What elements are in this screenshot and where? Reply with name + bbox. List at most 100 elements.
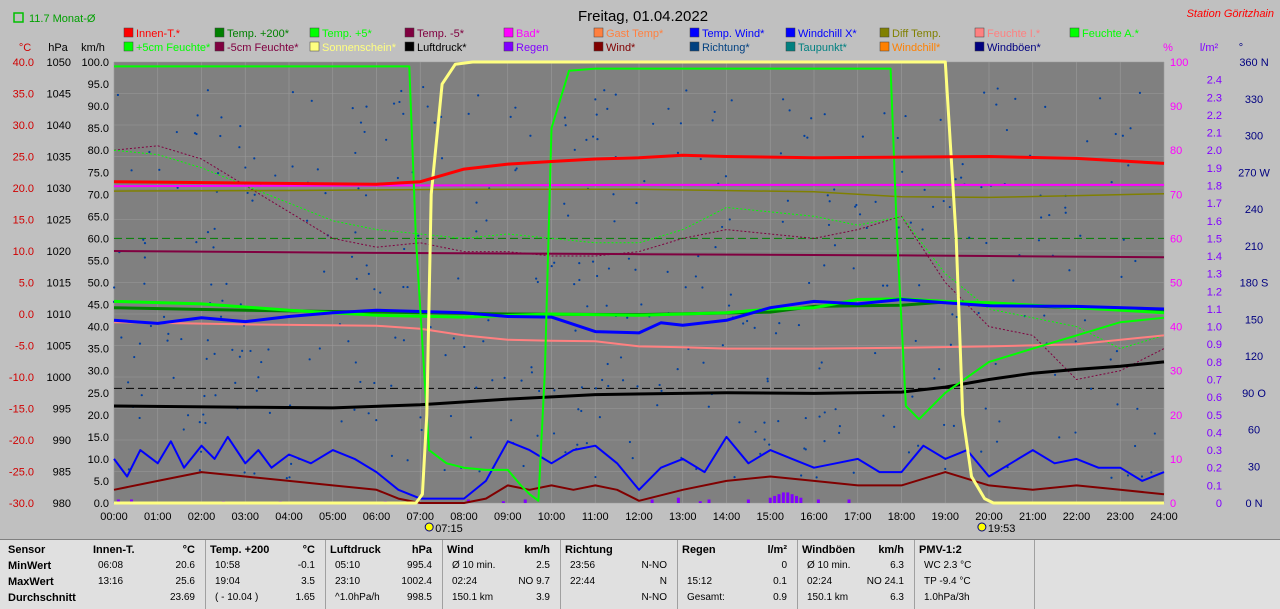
wind-tick-label: 10.0 [88,454,109,466]
rain-bar [130,499,133,503]
direction-point [766,380,769,383]
direction-point [457,277,460,280]
direction-point [566,214,570,217]
legend-swatch [503,41,514,52]
direction-point [985,241,988,245]
direction-point [206,231,210,234]
direction-point [1089,387,1093,390]
temp-tick-label: 40.0 [13,57,34,69]
direction-point [166,339,169,342]
direction-point [613,220,616,223]
x-tick-label: 20:00 [975,511,1003,523]
pressure-tick-label: 1025 [47,215,71,227]
direction-point [823,440,826,443]
direction-point [942,199,945,203]
direction-point [576,443,579,446]
direction-point [1115,350,1119,353]
direction-point [951,313,954,316]
direction-point [998,420,1001,423]
pressure-tick-label: 1005 [47,341,71,353]
direction-point [140,394,143,397]
direction-point [679,122,683,125]
direction-point [180,337,183,341]
wind-tick-label: 90.0 [88,101,109,113]
temp-tick-label: 10.0 [13,246,34,258]
direction-point [995,103,998,106]
wind-tick-label: 80.0 [88,145,109,157]
direction-point [310,99,313,102]
stat-value: NO 9.7 [518,576,550,587]
direction-point [635,201,638,205]
direction-point [238,355,241,358]
direction-point [797,323,801,327]
direction-point [961,163,964,166]
direction-point [553,389,556,392]
stat-unit: °C [182,544,195,556]
direction-point [594,475,597,479]
direction-point [463,345,466,349]
direction-point [818,415,821,418]
direction-point [733,476,736,479]
direction-point [172,376,175,379]
pressure-axis-label: hPa [48,42,68,54]
direction-point [573,283,576,286]
direction-point [213,352,216,355]
stat-time: 10:58 [215,560,241,571]
direction-point [1109,358,1112,361]
direction-point [595,274,599,278]
direction-point [373,381,376,385]
direction-point [815,476,818,479]
direction-point [980,186,983,189]
legend-label: Feuchte A.* [1082,28,1140,40]
direction-point [996,87,999,90]
temp-tick-label: 35.0 [13,89,34,101]
direction-point [308,358,311,361]
stat-time: 15:12 [687,576,713,587]
sunrise-time: 07:15 [435,523,463,535]
direction-point [578,261,581,265]
stat-value: 1002.4 [401,576,432,587]
legend-label: Gast Temp* [606,28,664,40]
direction-point [113,286,116,289]
direction-point [865,226,868,230]
direction-point [204,421,207,425]
direction-point [921,228,924,231]
wind-tick-label: 20.0 [88,410,109,422]
wind-tick-label: 55.0 [88,255,109,267]
direction-point [260,360,263,364]
temp-tick-label: -25.0 [9,467,34,479]
x-tick-label: 18:00 [888,511,916,523]
direction-point [806,136,809,139]
x-tick-label: 24:00 [1150,511,1178,523]
stat-time: 02:24 [452,576,478,587]
direction-point [585,442,588,445]
rain-bar [116,499,120,503]
wind-axis-label: km/h [81,42,105,54]
direction-point [823,113,826,116]
direction-point [585,138,588,141]
direction-tick-label: 60 [1248,425,1260,437]
stat-title: Wind [447,544,474,556]
direction-point [606,107,609,110]
direction-point [1005,128,1009,132]
stat-block: PMV-1:2 WC 2.3 °C TP -9.4 °C 1.0hPa/3h [914,540,1035,609]
direction-point [1079,234,1082,237]
direction-point [763,438,766,441]
direction-point [1110,180,1113,184]
direction-point [394,336,397,339]
direction-point [627,257,631,260]
humidity-tick-label: 30 [1170,366,1182,378]
direction-point [253,157,256,160]
direction-tick-label: 330 [1245,94,1263,106]
direction-point [375,419,378,422]
legend-label: Feuchte I.* [987,28,1041,40]
direction-point [243,471,246,474]
direction-point [808,281,811,285]
direction-point [1134,259,1137,263]
temp-tick-label: 0.0 [19,309,34,321]
direction-point [580,386,584,389]
temp-tick-label: 15.0 [13,215,34,227]
stat-time: 05:10 [335,560,361,571]
direction-point [573,148,576,151]
direction-point [1120,275,1123,278]
